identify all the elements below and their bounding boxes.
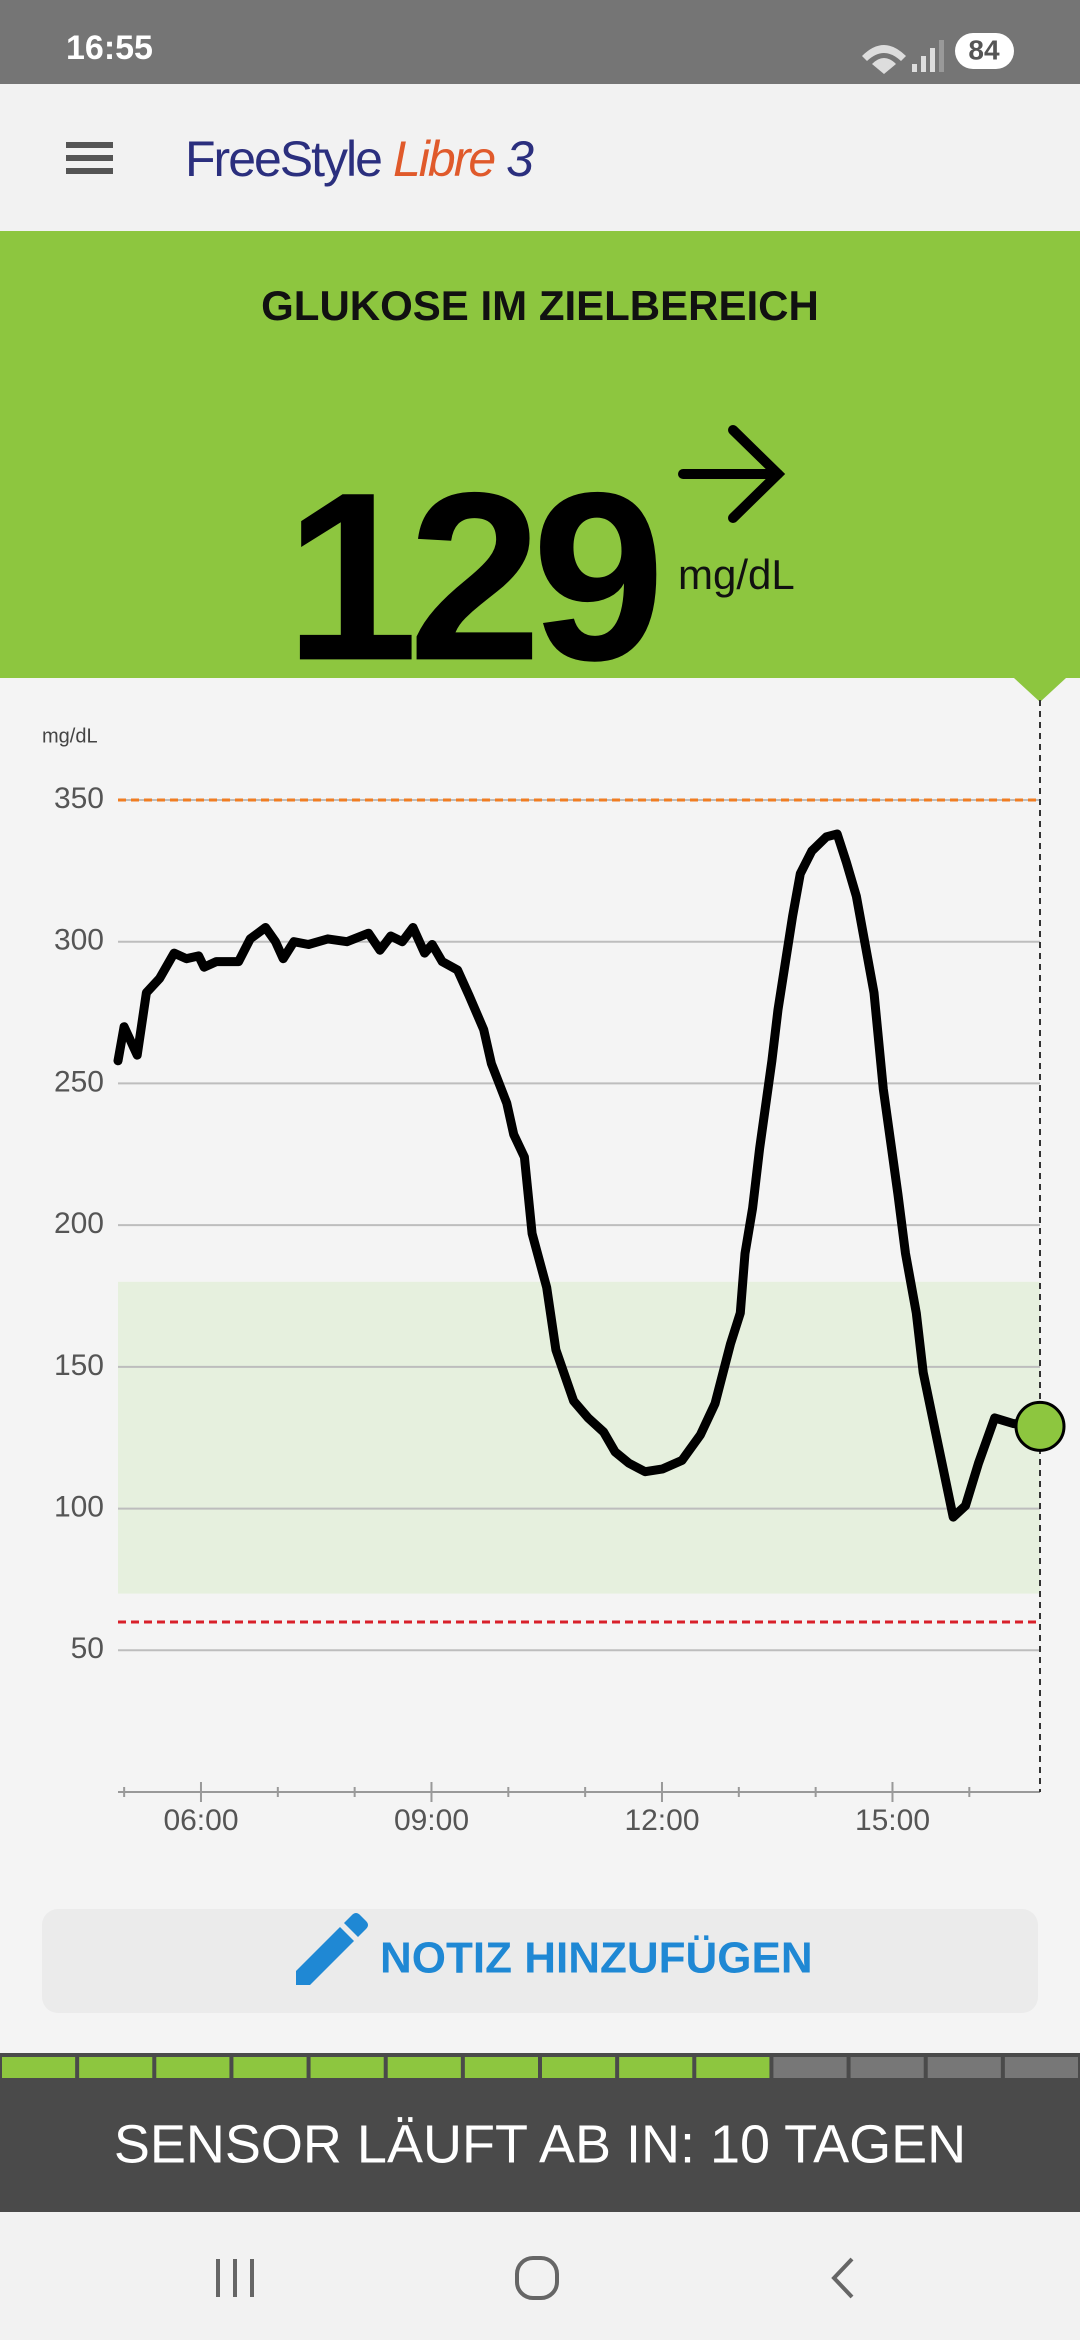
clock: 16:55: [66, 29, 153, 67]
signal-bar: [939, 40, 944, 72]
sensor-segment: [233, 2057, 307, 2078]
glucose-line: [113, 829, 1045, 1522]
app-header: [0, 84, 1080, 231]
sensor-progress: [2, 2057, 1078, 2078]
battery-pill: [955, 33, 1014, 69]
status-bar: [0, 0, 1080, 84]
note-button[interactable]: [42, 1909, 1038, 2013]
y-tick-label: 50: [71, 1632, 104, 1665]
recent-apps-button[interactable]: [216, 2259, 254, 2297]
brand-logo: FreeStyle Libre 3: [185, 131, 534, 187]
trend-arrow: [678, 425, 786, 523]
sensor-segment: [387, 2057, 461, 2078]
nav-buttons: [216, 2256, 854, 2300]
sensor-label: SENSOR LÄUFT AB IN: 10 TAGEN: [114, 2114, 966, 2174]
nav-bar: [0, 2212, 1080, 2340]
sensor-segment: [310, 2057, 384, 2078]
battery-level: 84: [968, 34, 1000, 65]
signal-bar: [930, 48, 935, 72]
signal-icons: [862, 40, 944, 74]
sensor-segment: [79, 2057, 153, 2078]
target-range: [118, 1281, 1040, 1594]
signal-bar: [912, 64, 917, 72]
y-tick-label: 250: [54, 1065, 104, 1098]
current-reading: [1014, 1400, 1066, 1452]
x-tick-label: 09:00: [394, 1804, 469, 1837]
signal-bar: [921, 56, 926, 72]
back-button[interactable]: [831, 2257, 854, 2299]
time-pointer: [1014, 678, 1066, 702]
sensor-segment: [773, 2057, 847, 2078]
sensor-segment: [464, 2057, 538, 2078]
sensor-segment: [850, 2057, 924, 2078]
sensor-segment: [619, 2057, 693, 2078]
glucose-panel: [0, 231, 1080, 678]
y-tick-label: 200: [54, 1207, 104, 1240]
arrow-head: [728, 425, 786, 523]
sensor-segment: [1004, 2057, 1078, 2078]
sensor-segment: [696, 2057, 770, 2078]
sensor-segment: [2, 2057, 76, 2078]
plot: 50 100 150 200 250 300 350 06:00 09:00 12:00 15:00: [54, 700, 1066, 1837]
note-button-label[interactable]: NOTIZ HINZUFÜGEN: [380, 1934, 813, 1983]
y-axis-label: mg/dL: [42, 725, 98, 747]
wifi-icon: [862, 45, 906, 74]
y-tick-label: 100: [54, 1490, 104, 1523]
menu-button[interactable]: [66, 142, 113, 174]
y-tick-label: 150: [54, 1349, 104, 1382]
sensor-segment: [156, 2057, 230, 2078]
brand: FreeStyle: [185, 131, 381, 187]
version: 3: [506, 131, 534, 187]
x-tick-label: 15:00: [855, 1804, 930, 1837]
pencil-tip: [344, 1913, 368, 1937]
home-button[interactable]: [515, 2256, 559, 2300]
product: Libre: [393, 131, 494, 187]
x-tick-label: 12:00: [624, 1804, 699, 1837]
glucose-unit: mg/dL: [678, 551, 795, 598]
y-tick-label: 350: [54, 782, 104, 815]
pencil-body: [296, 1927, 354, 1985]
sensor-segment: [542, 2057, 616, 2078]
glucose-value: 129: [285, 442, 657, 710]
sensor-segment: [927, 2057, 1001, 2078]
pencil-icon: [296, 1913, 368, 1985]
glucose-status: GLUKOSE IM ZIELBEREICH: [261, 282, 819, 329]
x-tick-label: 06:00: [163, 1804, 238, 1837]
y-tick-label: 300: [54, 924, 104, 957]
sensor-bar: [0, 2053, 1080, 2212]
